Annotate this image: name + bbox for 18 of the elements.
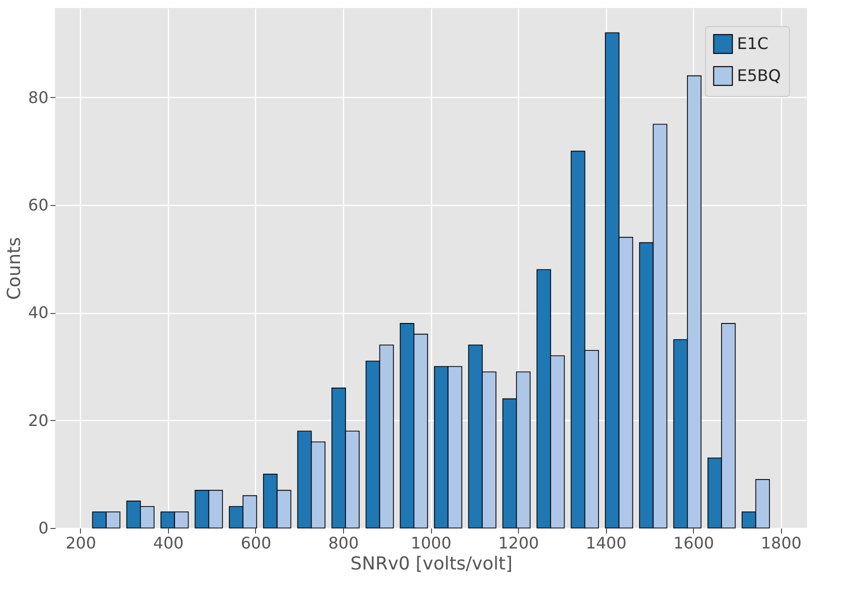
y-tick-label: 0 (38, 518, 48, 538)
legend-label: E1C (737, 34, 768, 53)
x-tick-label: 400 (153, 534, 184, 552)
y-axis-title: Counts (4, 237, 26, 300)
y-tick-label: 80 (28, 88, 48, 107)
x-tick-label: 1000 (410, 534, 452, 552)
y-tick-label: 40 (28, 303, 48, 322)
x-tick-label: 1800 (760, 534, 802, 552)
x-tick-label: 1200 (498, 534, 539, 552)
x-axis-title: SNRv0 [volts/volt] (350, 554, 513, 574)
x-tick-label: 1600 (673, 534, 714, 552)
x-tick-label: 1400 (586, 534, 627, 552)
x-tick-label: 800 (328, 534, 359, 552)
y-tick-label: 60 (28, 196, 48, 215)
x-tick-label: 600 (240, 534, 272, 552)
legend-label: E5BQ (737, 66, 781, 85)
y-tick-label: 20 (28, 410, 48, 430)
x-tick-label: 200 (66, 534, 96, 552)
